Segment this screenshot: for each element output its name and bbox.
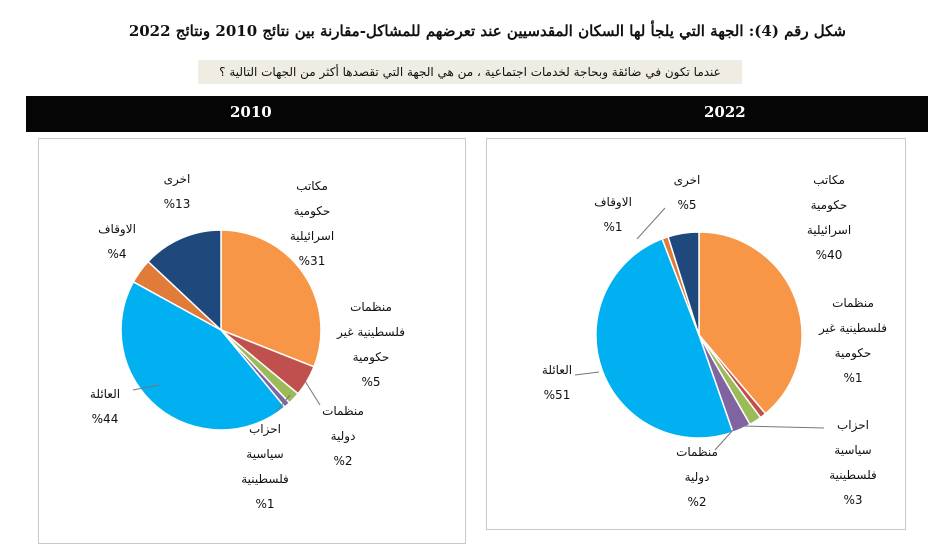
- slice-value-2022-parties: %3: [843, 493, 862, 507]
- slice-label-2022-palestinian-ngo: منظمات: [832, 296, 874, 310]
- slice-label-2022-awqaf: الاوقاف: [594, 195, 632, 210]
- slice-label-2010-awqaf: الاوقاف: [98, 222, 136, 237]
- figure-title: شكل رقم (4): الجهة التي يلجأ لها السكان …: [128, 22, 846, 40]
- pie-slice-2022-family: [595, 237, 734, 439]
- slice-value-2010-israeli-gov: %31: [299, 254, 326, 268]
- slice-value-2022-intl-org: %2: [687, 495, 706, 509]
- slice-label-2010-israeli-gov: حكومية: [294, 204, 331, 219]
- slice-label-2010-palestinian-ngo: فلسطينية غير: [336, 325, 405, 340]
- slice-label-2022-intl-org: دولية: [685, 470, 710, 485]
- slice-value-2010-parties: %1: [255, 497, 274, 511]
- slice-value-2010-family: %44: [92, 412, 119, 426]
- slice-value-2022-israeli-gov: %40: [816, 248, 843, 262]
- slice-label-2010-parties: فلسطينية: [241, 472, 289, 486]
- slice-label-2022-palestinian-ngo: فلسطينية غير: [818, 321, 887, 336]
- leader-line-2022-intl-org: [741, 425, 825, 429]
- slice-value-2022-family: %51: [544, 388, 571, 402]
- slice-label-2010-parties: احزاب: [249, 422, 281, 437]
- pie-slice-2010-family: [120, 280, 286, 431]
- slice-label-2010-other: اخرى: [164, 172, 191, 187]
- slice-label-2010-intl-org: دولية: [331, 429, 356, 444]
- slice-label-2022-israeli-gov: اسرائيلية: [807, 223, 851, 238]
- slice-value-2010-other: %13: [164, 197, 191, 211]
- slice-label-2022-parties: فلسطينية: [829, 468, 877, 482]
- slice-label-2010-intl-org: منظمات: [322, 404, 364, 418]
- survey-question: عندما تكون في ضائقة وبحاجة لخدمات اجتماع…: [198, 60, 742, 84]
- slice-label-2022-other: اخرى: [674, 173, 701, 188]
- slice-value-2010-intl-org: %2: [333, 454, 352, 468]
- slice-label-2022-israeli-gov: حكومية: [811, 198, 848, 213]
- leader-line-2022-awqaf: [636, 207, 666, 240]
- pie-slice-2022-israeli-gov: [698, 231, 803, 415]
- slice-label-2010-palestinian-ngo: حكومية: [353, 350, 390, 365]
- slice-value-2010-palestinian-ngo: %5: [361, 375, 380, 389]
- year-banner: 2010 2022: [26, 96, 928, 132]
- slice-value-2022-palestinian-ngo: %1: [843, 371, 862, 385]
- slice-label-2022-palestinian-ngo: حكومية: [835, 346, 872, 361]
- leader-line-2010-intl-org: [304, 380, 321, 406]
- slice-label-2010-parties: سياسية: [246, 447, 283, 461]
- slice-label-2022-israeli-gov: مكاتب: [813, 173, 845, 187]
- pie-panel-2022: مكاتب حكومية اسرائيلية %40 منظمات فلسطينية غي…: [486, 138, 906, 530]
- pie-chart-2010: مكاتب حكومية اسرائيلية %31 منظمات فلسطينية غي…: [90, 172, 405, 511]
- pie-slice-2010-israeli-gov: [220, 229, 322, 368]
- leader-line-2022-parties: [714, 429, 734, 451]
- slice-label-2010-israeli-gov: مكاتب: [296, 179, 328, 193]
- slice-label-2010-israeli-gov: اسرائيلية: [290, 229, 334, 244]
- slice-value-2022-other: %5: [677, 198, 696, 212]
- year-label-2010: 2010: [230, 103, 272, 121]
- leader-line-2010-family: [132, 384, 160, 391]
- slice-label-2010-palestinian-ngo: منظمات: [350, 300, 392, 314]
- year-label-2022: 2022: [704, 103, 746, 121]
- pie-panel-2010: مكاتب حكومية اسرائيلية %31 منظمات فلسطينية غي…: [38, 138, 466, 544]
- leader-line-2010-parties: [276, 394, 291, 412]
- slice-label-2022-parties: احزاب: [837, 418, 869, 433]
- slice-value-2010-awqaf: %4: [107, 247, 126, 261]
- pie-chart-2022: مكاتب حكومية اسرائيلية %40 منظمات فلسطينية غي…: [542, 173, 887, 509]
- slice-label-2022-parties: سياسية: [834, 443, 871, 457]
- slice-label-2010-family: العائلة: [90, 387, 120, 401]
- slice-label-2022-intl-org: منظمات: [676, 445, 718, 459]
- slice-value-2022-awqaf: %1: [603, 220, 622, 234]
- leader-line-2022-family: [574, 371, 600, 376]
- pie-slice-2022-other: [667, 231, 700, 336]
- slice-label-2022-family: العائلة: [542, 363, 572, 377]
- pie-slice-2010-other: [147, 229, 222, 332]
